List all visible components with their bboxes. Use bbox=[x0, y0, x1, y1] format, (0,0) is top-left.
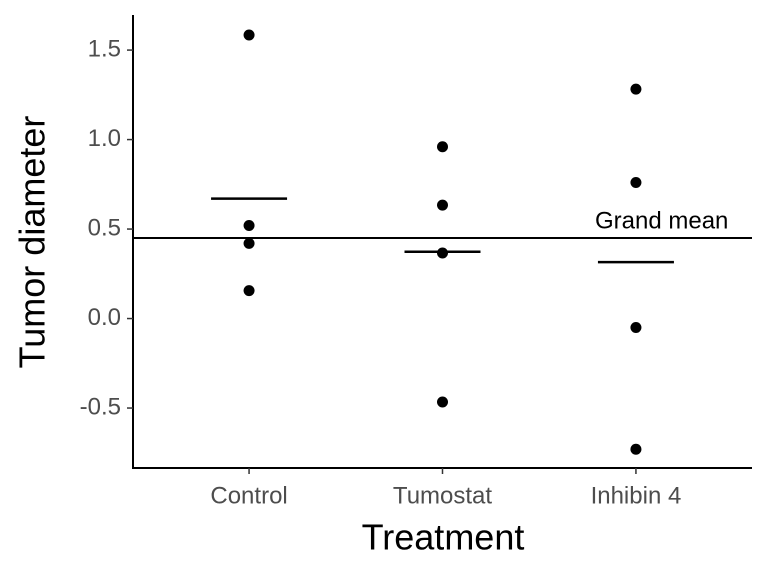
x-tick-label: Inhibin 4 bbox=[591, 482, 682, 509]
y-tick-label: 1.5 bbox=[88, 35, 121, 62]
grand-mean-label: Grand mean bbox=[595, 207, 728, 234]
point bbox=[630, 83, 642, 95]
point bbox=[243, 219, 255, 231]
point bbox=[243, 237, 255, 249]
point bbox=[437, 141, 448, 153]
point bbox=[243, 285, 255, 297]
y-tick-label: 1.0 bbox=[88, 125, 121, 152]
point bbox=[437, 199, 448, 211]
y-axis-title: Tumor diameter bbox=[12, 116, 53, 369]
point bbox=[437, 396, 448, 408]
point bbox=[243, 29, 255, 41]
x-tick-label: Control bbox=[210, 482, 287, 509]
x-axis-title: Treatment bbox=[362, 517, 525, 558]
y-tick-label: -0.5 bbox=[80, 393, 121, 420]
x-tick-label: Tumostat bbox=[393, 482, 492, 509]
point bbox=[630, 177, 642, 189]
point bbox=[630, 322, 642, 334]
y-tick-label: 0.0 bbox=[88, 304, 121, 331]
y-tick-label: 0.5 bbox=[88, 214, 121, 241]
point bbox=[437, 247, 448, 259]
point bbox=[630, 443, 642, 455]
